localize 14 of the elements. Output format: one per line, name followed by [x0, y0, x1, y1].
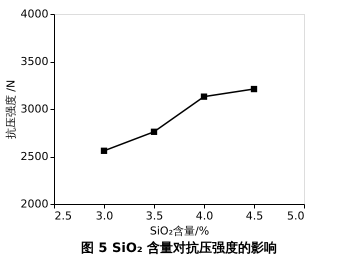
- x-tick-label: 4.0: [196, 210, 214, 222]
- y-tick-label: 3500: [20, 55, 48, 68]
- x-axis-title: SiO₂含量/%: [150, 224, 210, 238]
- x-tick-label: 4.5: [246, 210, 264, 222]
- y-tick-label: 4000: [20, 8, 48, 20]
- x-tick-label: 2.5: [54, 210, 72, 222]
- y-tick-label: 3000: [20, 102, 48, 116]
- y-axis-title: 抗压强度 /N: [4, 80, 18, 140]
- text: 图 5 SiO₂ 含量对抗压强度的影响: [80, 240, 278, 256]
- y-tick-label: 2500: [20, 150, 48, 163]
- y-tick-label: 2000: [20, 198, 48, 210]
- x-tick-label: 3.0: [96, 210, 114, 222]
- x-tick-label: 5.0: [287, 210, 304, 222]
- x-tick-label: 3.5: [146, 210, 164, 222]
